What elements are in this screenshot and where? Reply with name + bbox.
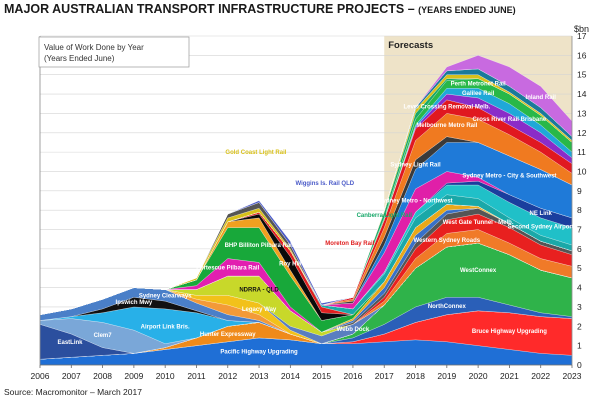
series-label-second-sydney-airport: Second Sydney Airport <box>508 225 574 231</box>
series-label-ne-link: NE Link <box>530 211 553 217</box>
x-tick-label-2019: 2019 <box>437 371 456 381</box>
series-label-cross-river-rail-brisbane: Cross River Rail Brisbane <box>473 117 547 123</box>
series-label-western-sydney-roads: Western Sydney Roads <box>414 238 481 244</box>
y-tick-label-3: 3 <box>577 302 582 312</box>
x-tick-label-2021: 2021 <box>500 371 519 381</box>
x-tick-label-2015: 2015 <box>312 371 331 381</box>
y-tick-label-14: 14 <box>577 89 587 99</box>
series-label-sydney-clearways: Sydney Clearways <box>139 293 192 299</box>
x-tick-label-2018: 2018 <box>406 371 425 381</box>
x-tick-label-2008: 2008 <box>93 371 112 381</box>
series-label-airport-link-bris: Airport Link Bris. <box>141 324 190 330</box>
x-tick-label-2006: 2006 <box>31 371 50 381</box>
chart-info-line-1: Value of Work Done by Year <box>44 43 144 52</box>
series-label-sydney-light-rail: Sydney Light Rail <box>390 163 441 169</box>
series-label-sydney-metro-city-southwest: Sydney Metro - City & Southwest <box>462 173 556 179</box>
x-tick-label-2007: 2007 <box>62 371 81 381</box>
y-tick-label-10: 10 <box>577 166 587 176</box>
x-tick-label-2023: 2023 <box>563 371 582 381</box>
series-label-inland-rail: Inland Rail <box>526 95 557 101</box>
series-label-pacific-highway-upgrading: Pacific Highway Upgrading <box>220 349 298 355</box>
y-axis-unit: $bn <box>574 24 589 34</box>
series-labels-group: Pacific Highway Upgrading Bruce Highway U… <box>57 81 573 355</box>
annotation-wiggins-is-rail-qld: Wiggins Is. Rail QLD <box>295 181 354 187</box>
series-label-clem7: Clem7 <box>94 333 113 339</box>
x-tick-label-2013: 2013 <box>250 371 269 381</box>
y-tick-label-1: 1 <box>577 341 582 351</box>
series-label-webb-dock: Webb Dock <box>337 327 370 333</box>
series-label-bruce-highway-upgrading: Bruce Highway Upgrading <box>472 329 547 335</box>
series-label-level-crossing-removal-melb: Level Crossing Removal Melb. <box>403 105 490 111</box>
area-series-group <box>39 55 573 366</box>
series-label-fortescue-pilbara-rail: Fortescue Pilbara Rail <box>196 265 259 271</box>
y-tick-label-12: 12 <box>577 128 587 138</box>
series-label-melbourne-metro-rail: Melbourne Metro Rail <box>416 123 477 129</box>
series-label-canberra-light-rail: Canberra Light Rail <box>357 213 413 219</box>
series-label-northconnex: NorthConnex <box>428 304 467 310</box>
x-tick-label-2009: 2009 <box>124 371 143 381</box>
x-tick-label-2014: 2014 <box>281 371 300 381</box>
y-tick-label-17: 17 <box>577 31 587 41</box>
chart-subtitle: (YEARS ENDED JUNE) <box>418 5 516 15</box>
x-tick-label-2020: 2020 <box>469 371 488 381</box>
series-label-legacy-way: Legacy Way <box>242 307 277 313</box>
chart-title: MAJOR AUSTRALIAN TRANSPORT INFRASTRUCTUR… <box>4 2 516 16</box>
y-tick-label-13: 13 <box>577 108 587 118</box>
series-label-roy-hill: Roy Hill <box>279 261 302 267</box>
y-tick-label-2: 2 <box>577 321 582 331</box>
series-label-westconnex: WestConnex <box>460 268 497 274</box>
series-label-perth-metronet-rail: Perth Metronet Rail <box>451 81 506 87</box>
annotations-group: Gold Coast Light Rail Wiggins Is. Rail QL… <box>225 150 374 247</box>
y-tick-label-4: 4 <box>577 283 582 293</box>
x-tick-label-2011: 2011 <box>187 371 206 381</box>
series-label-sydney-metro-northwest: Sydney Metro - Northwest <box>379 199 453 205</box>
y-tick-label-0: 0 <box>577 360 582 370</box>
series-label-eastlink: EastLink <box>57 340 83 346</box>
series-label-hunter-expressway: Hunter Expressway <box>200 332 256 338</box>
x-tick-label-2017: 2017 <box>375 371 394 381</box>
chart-info-line-2: (Years Ended June) <box>44 54 115 63</box>
series-label-ndrra-qld: NDRRA - QLD <box>239 288 279 294</box>
x-tick-label-2022: 2022 <box>531 371 550 381</box>
annotation-moreton-bay-rail: Moreton Bay Rail <box>325 241 374 247</box>
series-label-west-gate-tunnel-melb: West Gate Tunnel - Melb. <box>443 220 514 226</box>
y-tick-label-9: 9 <box>577 186 582 196</box>
chart-title-main: MAJOR AUSTRALIAN TRANSPORT INFRASTRUCTUR… <box>4 2 415 16</box>
chart-info-box: Value of Work Done by Year (Years Ended … <box>38 36 190 68</box>
x-tick-label-2010: 2010 <box>156 371 175 381</box>
x-tick-label-2016: 2016 <box>343 371 362 381</box>
y-tick-label-8: 8 <box>577 205 582 215</box>
series-label-bhp-billiton-pilbara-rail: BHP Billiton Pilbara Rail <box>225 243 294 249</box>
source-note: Source: Macromonitor – March 2017 <box>4 387 142 397</box>
y-tick-label-11: 11 <box>577 147 586 157</box>
series-label-ipswich-mwy: Ipswich Mwy <box>116 300 153 306</box>
chart-info-box-frame <box>38 36 190 68</box>
series-label-galilee-rail: Galilee Rail <box>462 91 495 97</box>
y-tick-label-16: 16 <box>577 50 587 60</box>
forecast-label: Forecasts <box>388 40 433 51</box>
y-tick-label-6: 6 <box>577 244 582 254</box>
x-tick-label-2012: 2012 <box>218 371 237 381</box>
y-tick-label-5: 5 <box>577 263 582 273</box>
y-tick-label-15: 15 <box>577 70 587 80</box>
annotation-gold-coast-light-rail: Gold Coast Light Rail <box>225 150 286 156</box>
y-tick-label-7: 7 <box>577 225 582 235</box>
